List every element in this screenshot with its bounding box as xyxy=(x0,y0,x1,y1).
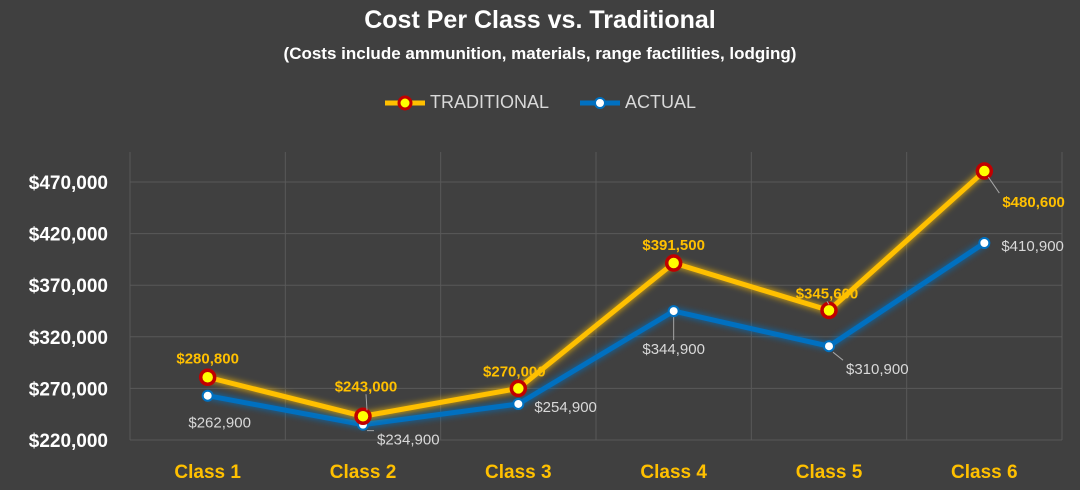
series-line-traditional xyxy=(207,169,987,419)
data-label-traditional: $270,000 xyxy=(483,363,546,380)
data-label-traditional: $243,000 xyxy=(335,378,398,395)
data-point-traditional xyxy=(820,301,838,320)
x-tick-label: Class 4 xyxy=(640,462,707,483)
data-point-actual xyxy=(667,305,680,318)
data-point-actual xyxy=(512,397,525,410)
x-tick-label: Class 5 xyxy=(796,462,863,483)
data-point-traditional xyxy=(975,162,994,180)
data-point-traditional xyxy=(509,379,528,398)
y-tick-label: $420,000 xyxy=(29,225,108,246)
label-leader-line xyxy=(987,176,1000,194)
y-tick-label: $370,000 xyxy=(29,276,108,297)
data-point-traditional xyxy=(354,407,372,426)
legend-actual-marker-icon xyxy=(580,96,620,109)
y-tick-label: $270,000 xyxy=(29,379,108,400)
x-tick-label: Class 1 xyxy=(174,462,241,483)
x-tick-label: Class 6 xyxy=(951,462,1018,483)
x-tick-label: Class 2 xyxy=(330,462,397,483)
chart-subtitle: (Costs include ammunition, materials, ra… xyxy=(283,44,797,63)
y-tick-label: $320,000 xyxy=(29,328,108,349)
legend-label-actual: ACTUAL xyxy=(625,92,697,112)
data-label-actual: $344,900 xyxy=(642,341,705,358)
data-label-actual: $262,900 xyxy=(188,415,251,432)
label-leader-line xyxy=(365,394,368,411)
label-leader-line xyxy=(832,351,844,361)
legend-item-actual: ACTUAL xyxy=(579,92,696,113)
label-leader-line xyxy=(826,301,830,305)
legend: TRADITIONAL ACTUAL xyxy=(0,92,1080,113)
data-label-traditional: $280,800 xyxy=(176,350,239,367)
y-tick-label: $220,000 xyxy=(29,431,108,452)
data-label-traditional: $480,600 xyxy=(1002,194,1065,211)
legend-item-traditional: TRADITIONAL xyxy=(384,92,549,113)
chart-title: Cost Per Class vs. Traditional xyxy=(364,6,716,34)
y-tick-label: $470,000 xyxy=(29,173,108,194)
data-point-actual xyxy=(823,340,835,353)
legend-label-traditional: TRADITIONAL xyxy=(429,92,549,112)
data-label-traditional: $391,500 xyxy=(642,237,705,254)
data-point-traditional xyxy=(664,254,683,272)
data-label-actual: $410,900 xyxy=(1001,238,1064,255)
x-tick-label: Class 3 xyxy=(485,462,552,483)
series-line-actual xyxy=(207,240,986,428)
data-label-traditional: $345,600 xyxy=(796,285,859,302)
legend-traditional-marker-icon xyxy=(384,95,425,110)
data-label-actual: $234,900 xyxy=(377,432,440,449)
data-point-actual xyxy=(201,389,214,402)
data-label-actual: $310,900 xyxy=(846,361,909,378)
data-point-traditional xyxy=(198,368,217,387)
data-label-actual: $254,900 xyxy=(534,399,597,416)
data-point-actual xyxy=(978,236,991,249)
